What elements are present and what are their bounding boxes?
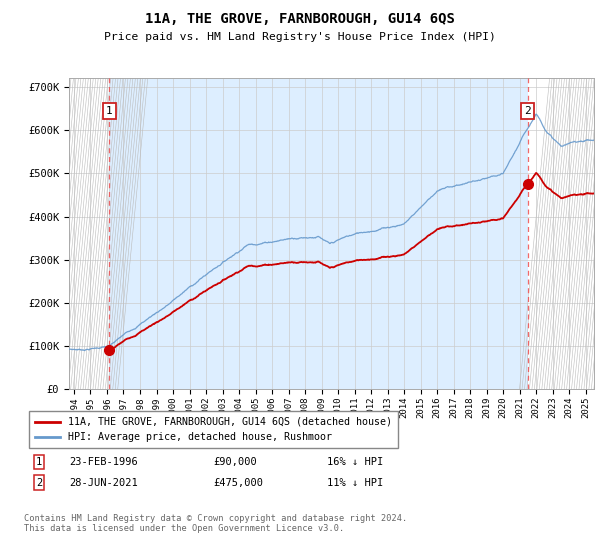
Text: 28-JUN-2021: 28-JUN-2021 bbox=[69, 478, 138, 488]
Legend: 11A, THE GROVE, FARNBOROUGH, GU14 6QS (detached house), HPI: Average price, deta: 11A, THE GROVE, FARNBOROUGH, GU14 6QS (d… bbox=[29, 411, 398, 448]
Text: 11% ↓ HPI: 11% ↓ HPI bbox=[327, 478, 383, 488]
Bar bbox=[69, 78, 109, 389]
Text: 1: 1 bbox=[106, 106, 113, 116]
Bar bbox=[528, 78, 594, 389]
Text: Price paid vs. HM Land Registry's House Price Index (HPI): Price paid vs. HM Land Registry's House … bbox=[104, 32, 496, 42]
Text: £90,000: £90,000 bbox=[213, 457, 257, 467]
Text: 1: 1 bbox=[36, 457, 42, 467]
Text: £475,000: £475,000 bbox=[213, 478, 263, 488]
Text: 23-FEB-1996: 23-FEB-1996 bbox=[69, 457, 138, 467]
Text: 11A, THE GROVE, FARNBOROUGH, GU14 6QS: 11A, THE GROVE, FARNBOROUGH, GU14 6QS bbox=[145, 12, 455, 26]
Text: 2: 2 bbox=[36, 478, 42, 488]
Text: 16% ↓ HPI: 16% ↓ HPI bbox=[327, 457, 383, 467]
Text: 2: 2 bbox=[524, 106, 531, 116]
Text: Contains HM Land Registry data © Crown copyright and database right 2024.
This d: Contains HM Land Registry data © Crown c… bbox=[24, 514, 407, 534]
